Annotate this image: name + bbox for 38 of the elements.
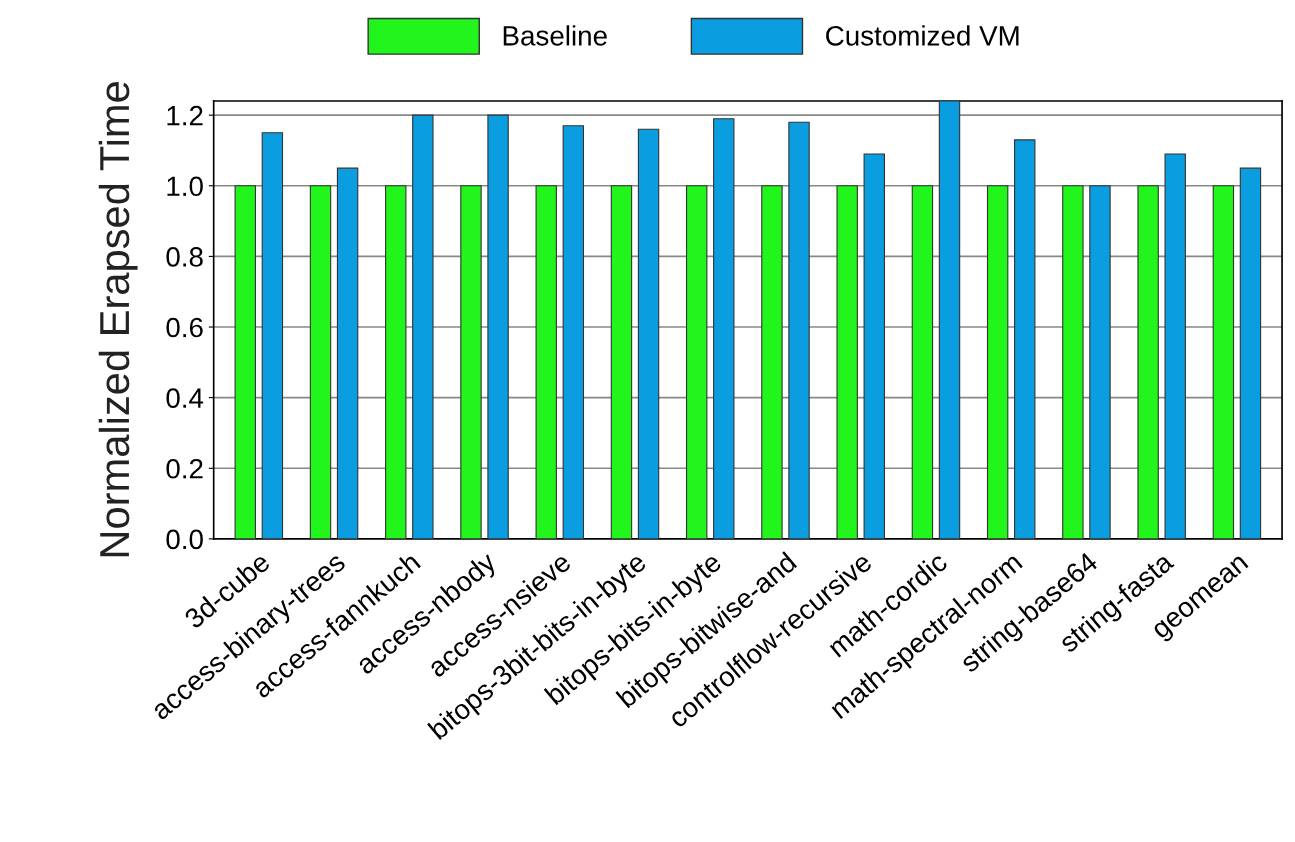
bar <box>487 114 509 539</box>
bar <box>1089 185 1111 539</box>
y-tick-label: 0.2 <box>166 458 203 479</box>
bar <box>261 132 284 539</box>
bar <box>685 185 708 539</box>
bar <box>535 185 557 539</box>
bar <box>938 101 961 539</box>
y-tick-label: 1.0 <box>167 176 203 197</box>
y-tick-label: 0.6 <box>166 317 203 338</box>
y-axis-title: Normalized Erapsed Time <box>98 82 138 557</box>
bar <box>761 185 783 539</box>
bar <box>1164 153 1186 539</box>
bar <box>234 185 256 539</box>
bar <box>1014 139 1036 539</box>
legend-label: Baseline <box>503 25 607 46</box>
bar <box>309 185 332 539</box>
bar <box>788 121 810 539</box>
bar <box>911 185 934 539</box>
bar <box>863 153 885 539</box>
y-tick-label: 1.2 <box>167 105 203 126</box>
bar <box>986 185 1009 539</box>
y-tick-label: 0.0 <box>166 529 203 550</box>
bar <box>460 185 482 539</box>
bar <box>336 167 359 539</box>
bar <box>1212 185 1235 539</box>
y-tick-label: 0.8 <box>166 247 203 267</box>
bar <box>1062 185 1084 539</box>
bar <box>610 185 633 539</box>
bar <box>1137 185 1159 539</box>
bar <box>385 185 407 539</box>
legend-label: Customized VM <box>826 25 1019 46</box>
bar <box>1239 167 1262 539</box>
bar <box>637 128 660 539</box>
bar <box>836 185 858 539</box>
bar <box>412 114 434 539</box>
y-tick-label: 0.4 <box>166 388 204 408</box>
bar <box>562 125 585 539</box>
bar <box>713 118 735 539</box>
